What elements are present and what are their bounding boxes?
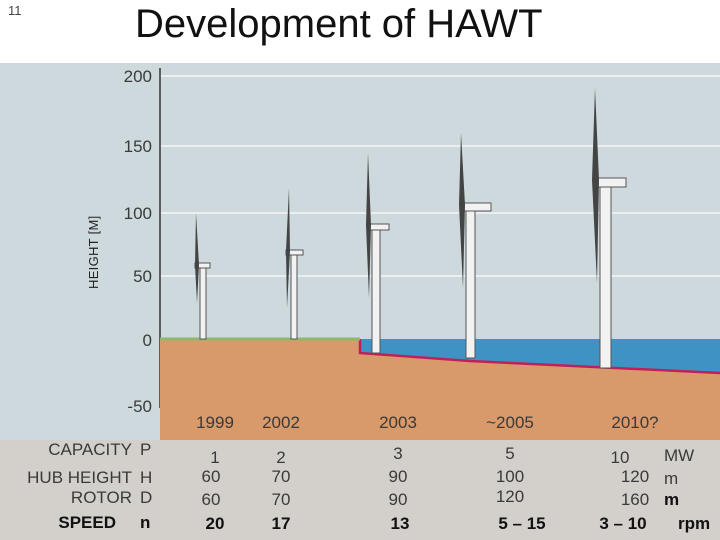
table-band <box>0 440 720 540</box>
cell-speed-2005: 5 – 15 <box>498 514 546 533</box>
figure-graphics <box>0 68 720 540</box>
slide-title: Development of HAWT <box>135 2 543 46</box>
blade-1999-up <box>195 213 199 265</box>
cell-capacity-2002: 2 <box>276 448 286 467</box>
turbine-2002 <box>285 188 304 340</box>
tower-2003 <box>371 227 381 354</box>
blade-1999-down <box>195 265 199 303</box>
unit-hub-height: m <box>664 469 679 488</box>
row-symbol-speed: n <box>140 513 151 532</box>
cell-hub-height-2005: 100 <box>495 467 525 486</box>
row-label-capacity: CAPACITY <box>48 440 132 459</box>
turbine-2003 <box>366 153 390 354</box>
nacelle-1999 <box>194 262 211 269</box>
turbine-1999 <box>194 213 211 340</box>
row-label-speed: SPEED <box>58 513 116 532</box>
cell-hub-height-2010: 120 <box>620 467 650 486</box>
cell-speed-2002: 17 <box>271 514 291 533</box>
turbine-2005 <box>459 133 492 359</box>
cell-capacity-2005: 5 <box>505 444 515 463</box>
year-2005: ~2005 <box>486 413 534 432</box>
cell-capacity-2003: 3 <box>393 444 403 463</box>
cell-speed-1999: 20 <box>205 514 225 533</box>
year-2002: 2002 <box>262 413 300 432</box>
row-symbol-rotor: D <box>140 488 153 507</box>
cell-rotor-2005: 120 <box>495 487 525 506</box>
tick-200: 200 <box>123 67 152 86</box>
cell-hub-height-2003: 90 <box>388 467 408 486</box>
year-2010: 2010? <box>611 413 659 432</box>
tower-2002 <box>290 252 298 340</box>
cell-capacity-1999: 1 <box>210 448 220 467</box>
turbine-figure: HEIGHT [M] 200 150 100 50 0 -50 <box>0 63 720 540</box>
blade-2002-up <box>286 188 290 251</box>
blade-2010-down <box>592 180 599 283</box>
row-symbol-hub-height: H <box>140 468 153 487</box>
blade-2010-up <box>592 88 599 180</box>
nacelle-2002 <box>285 249 304 256</box>
turbine-2010 <box>592 88 627 369</box>
cell-capacity-2010: 10 <box>610 448 630 467</box>
y-axis-label: HEIGHT [M] <box>86 215 101 289</box>
tick-50: 50 <box>133 267 152 286</box>
tick-150: 150 <box>123 137 152 156</box>
cell-speed-2010: 3 – 10 <box>599 514 647 533</box>
row-label-rotor: ROTOR <box>70 488 132 507</box>
blade-2003-down <box>366 225 371 298</box>
tower-2005 <box>465 207 476 359</box>
slide-number: 11 <box>8 3 22 18</box>
cell-rotor-1999: 60 <box>201 490 221 509</box>
seabed-line <box>358 339 720 375</box>
tick-100: 100 <box>123 204 152 223</box>
blade-2003-up <box>366 153 371 225</box>
cell-rotor-2002: 70 <box>271 490 291 509</box>
row-symbol-capacity: P <box>140 440 152 459</box>
blade-2005-down <box>459 205 465 288</box>
row-label-hub-height: HUB HEIGHT <box>27 468 132 487</box>
unit-capacity: MW <box>664 446 695 465</box>
tower-1999 <box>199 264 207 340</box>
cell-hub-height-2002: 70 <box>271 467 291 486</box>
blade-2002-down <box>286 251 290 308</box>
cell-hub-height-1999: 60 <box>201 467 221 486</box>
year-2003: 2003 <box>379 413 417 432</box>
cell-speed-2003: 13 <box>390 514 410 533</box>
height-gridlines <box>160 75 720 277</box>
tick-0: 0 <box>142 331 152 350</box>
unit-speed: rpm <box>678 514 711 533</box>
cell-rotor-2003: 90 <box>388 490 408 509</box>
unit-rotor: m <box>664 490 680 509</box>
blade-2005-up <box>459 133 465 205</box>
sea <box>360 339 720 373</box>
cell-rotor-2010: 160 <box>620 490 650 509</box>
tick-minus-50: -50 <box>127 397 152 416</box>
tower-2010 <box>599 182 612 369</box>
year-1999: 1999 <box>196 413 234 432</box>
